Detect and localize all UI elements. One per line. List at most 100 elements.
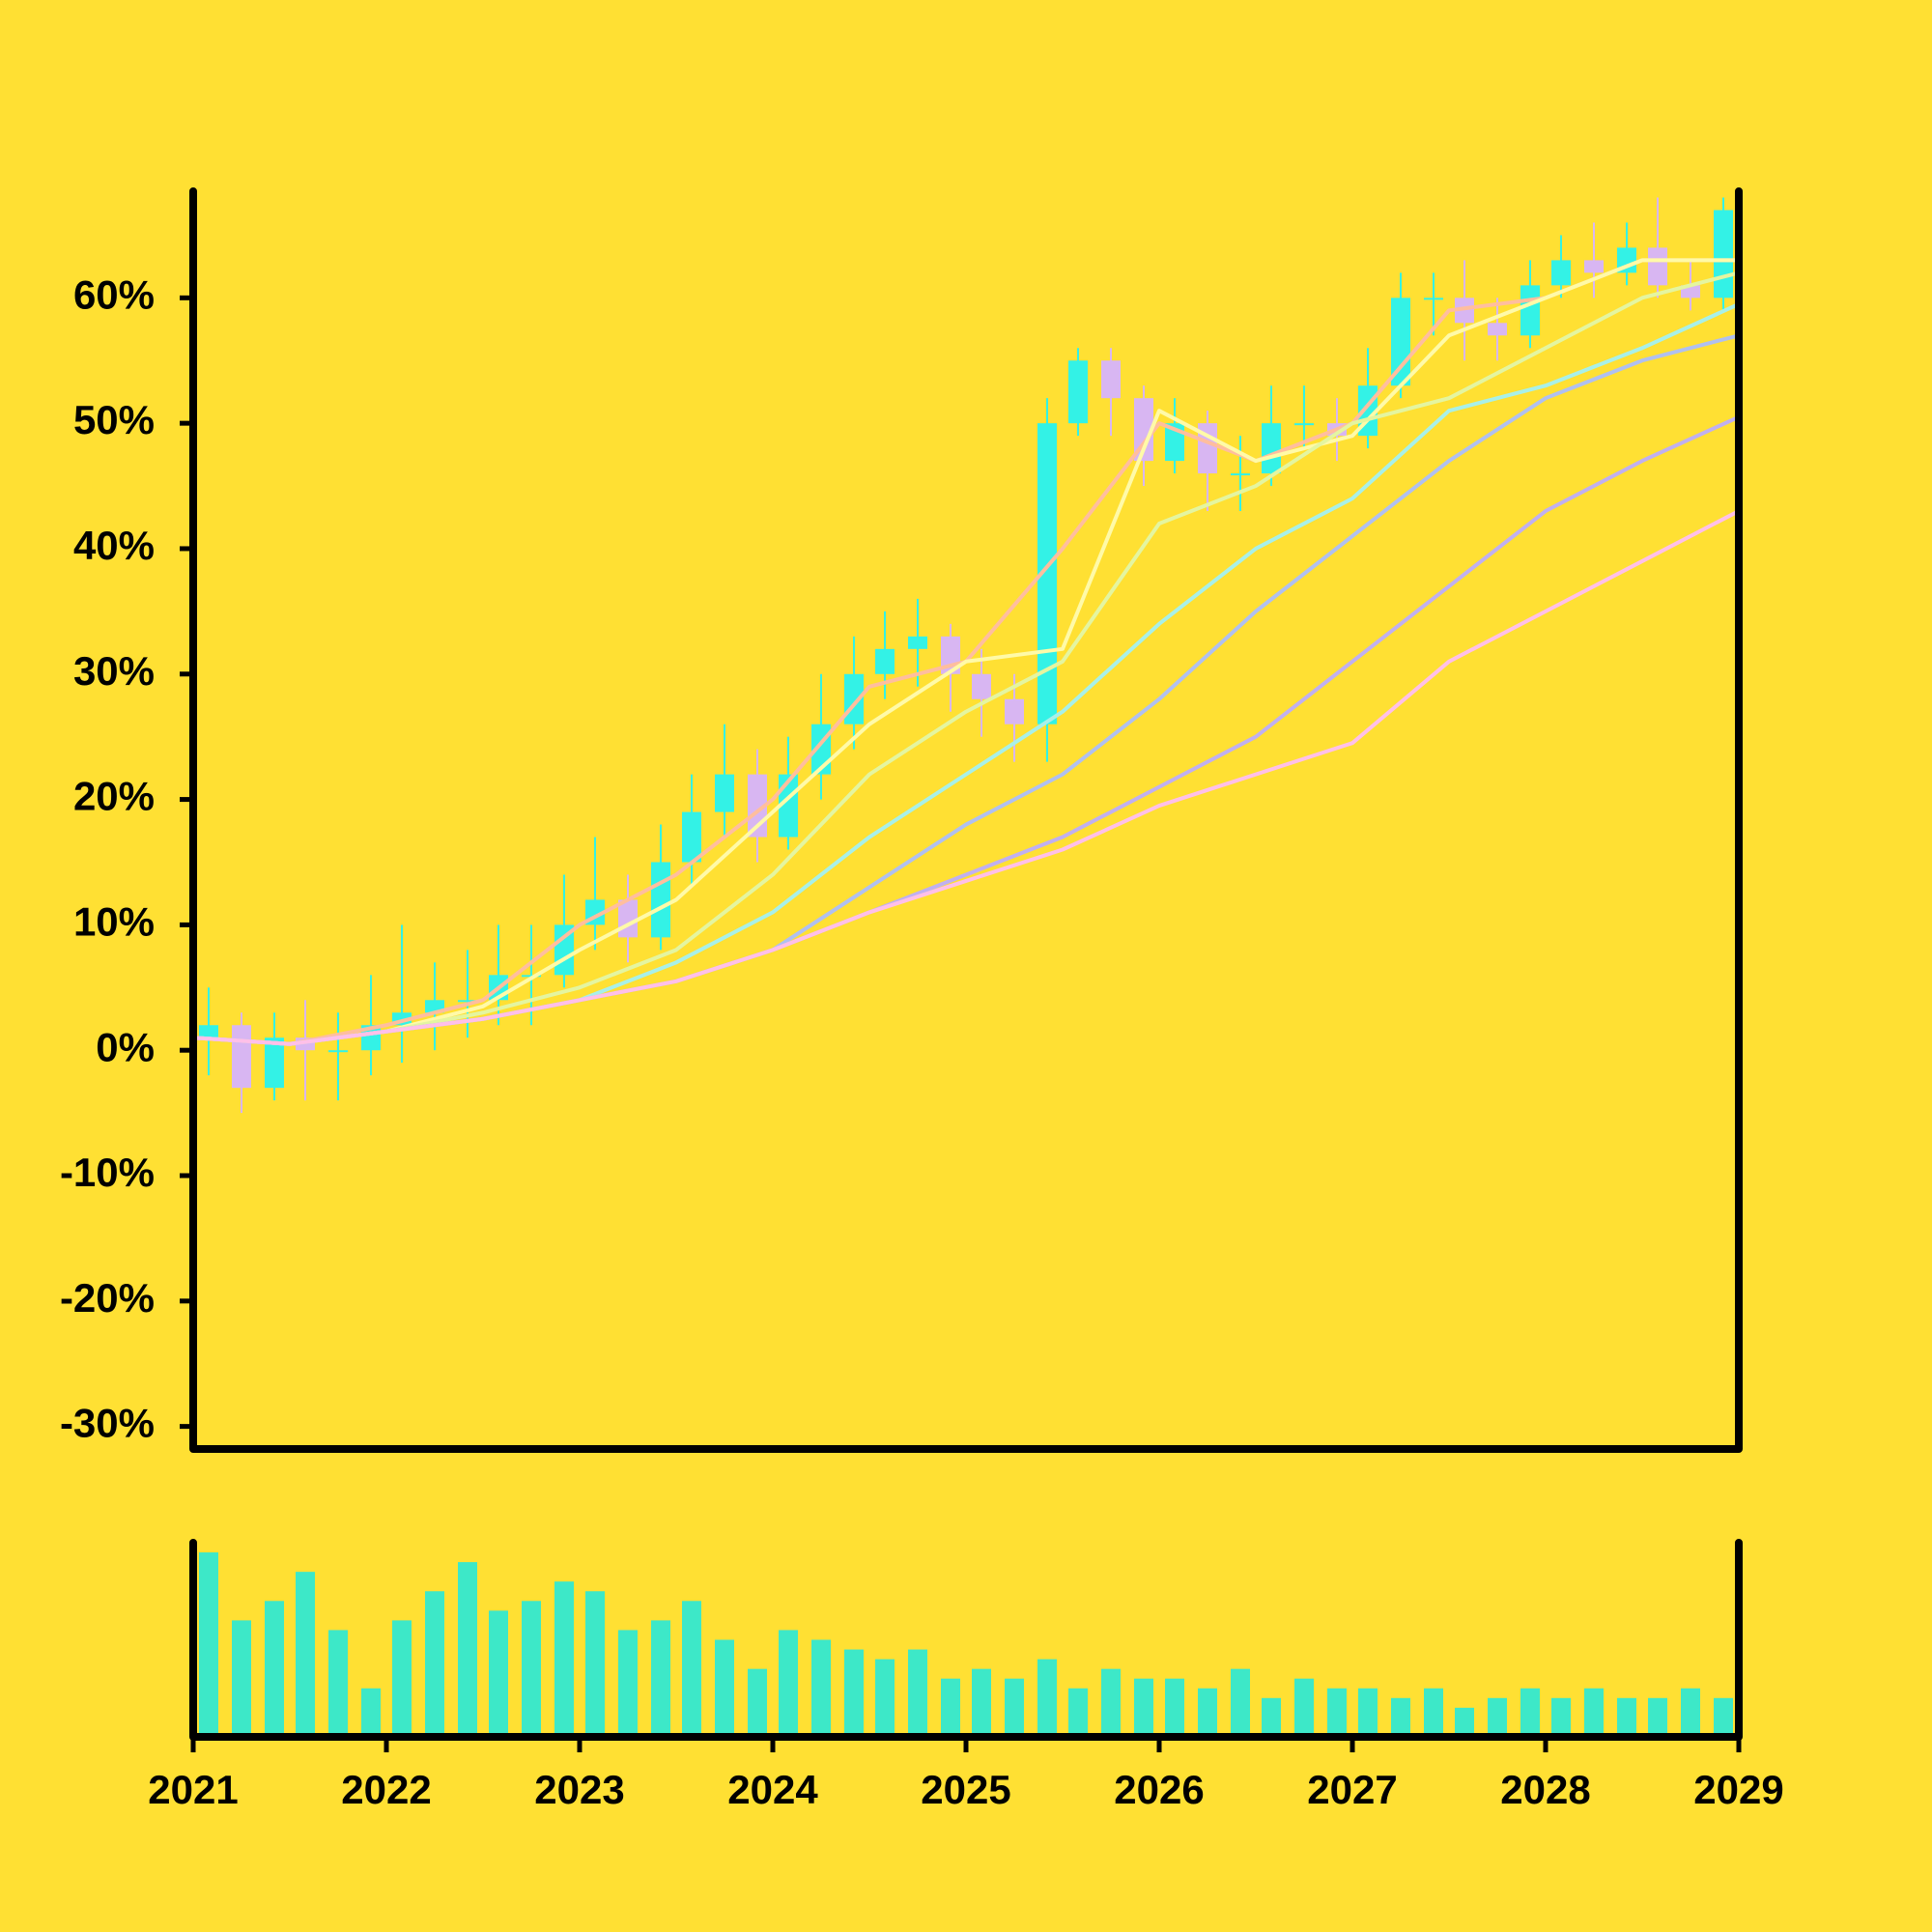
x-tick-label: 2025 [921, 1767, 1010, 1812]
candle-body [328, 1050, 348, 1053]
y-tick-label: -20% [60, 1275, 155, 1321]
volume-bar [715, 1639, 734, 1737]
moving-average-line [192, 258, 1739, 1046]
candle-body [1584, 260, 1604, 273]
volume-bar [1714, 1697, 1733, 1737]
y-tick-label: 10% [73, 898, 155, 944]
volume-bar [296, 1572, 315, 1737]
candle-body [779, 774, 798, 838]
moving-average-line [192, 333, 1740, 1046]
volume-bar [199, 1552, 218, 1737]
candle-body [1424, 298, 1443, 300]
volume-bar [972, 1668, 991, 1737]
x-tick-label: 2022 [341, 1767, 431, 1812]
volume-bar [1294, 1678, 1314, 1737]
volume-bar [361, 1688, 381, 1737]
volume-bar [1551, 1697, 1571, 1737]
candle-body [682, 811, 701, 863]
y-tick-label: 30% [73, 648, 155, 694]
volume-bar [844, 1649, 864, 1737]
volume-bar [1068, 1688, 1088, 1737]
volume-bar [1424, 1688, 1443, 1737]
volume-bar [328, 1630, 348, 1737]
volume-bar [1648, 1697, 1667, 1737]
volume-bar [392, 1620, 412, 1737]
volume-bar [941, 1678, 960, 1737]
volume-bar [908, 1649, 927, 1737]
volume-bar [554, 1581, 574, 1737]
candle-body [199, 1025, 218, 1038]
candle-body [908, 636, 927, 649]
candle-body [1198, 423, 1217, 474]
volume-bar [875, 1659, 895, 1737]
volume-bar [1134, 1678, 1153, 1737]
candle-body [875, 648, 895, 674]
volume-bar [1391, 1697, 1410, 1737]
y-tick-label: 40% [73, 523, 155, 568]
moving-average-line [192, 302, 1740, 1046]
candle-body [715, 774, 734, 812]
candle-body [232, 1025, 251, 1089]
candle-body [1294, 423, 1314, 426]
y-tick-label: 60% [73, 271, 155, 317]
y-tick-label: 0% [96, 1024, 155, 1069]
candle-body [1231, 473, 1250, 476]
candle-body [1101, 360, 1121, 399]
volume-bar [618, 1630, 638, 1737]
x-tick-label: 2028 [1500, 1767, 1590, 1812]
volume-bar [1037, 1659, 1057, 1737]
candle-body [1648, 247, 1667, 286]
candle-body [1551, 260, 1571, 286]
volume-bar [489, 1610, 508, 1737]
volume-bar [1198, 1688, 1217, 1737]
volume-bar [458, 1562, 477, 1737]
y-tick-label: -10% [60, 1150, 155, 1195]
volume-bar [811, 1639, 831, 1737]
candle-body [1068, 360, 1088, 424]
volume-bar [651, 1620, 670, 1737]
volume-bar [1327, 1688, 1347, 1737]
candle-body [1005, 698, 1024, 724]
volume-bar [232, 1620, 251, 1737]
volume-bar [1101, 1668, 1121, 1737]
candle-body [458, 1000, 477, 1003]
volume-bar [1520, 1688, 1540, 1737]
volume-bar [1455, 1707, 1474, 1737]
volume-bar [1488, 1697, 1507, 1737]
volume-bar [425, 1591, 444, 1737]
axis-frame [189, 187, 1743, 1453]
volume-bar [1617, 1697, 1636, 1737]
volume-bar [1005, 1678, 1024, 1737]
moving-average-line [192, 414, 1740, 1046]
moving-average-line [192, 270, 1740, 1046]
candle-body [1714, 210, 1733, 298]
candle-body [1262, 423, 1281, 474]
candle-body [1488, 323, 1507, 336]
volume-bar [522, 1601, 541, 1737]
volume-bar [682, 1601, 701, 1737]
candle-body [1134, 398, 1153, 462]
volume-bar [1584, 1688, 1604, 1737]
volume-bar [1681, 1688, 1700, 1737]
volume-bar [748, 1668, 767, 1737]
y-tick-label: -30% [60, 1401, 155, 1446]
y-tick-label: 50% [73, 397, 155, 442]
candle-body [1520, 285, 1540, 336]
volume-bar [585, 1591, 605, 1737]
x-tick-label: 2021 [148, 1767, 238, 1812]
candle-body [265, 1037, 284, 1089]
candle-body [1455, 298, 1474, 324]
volume-bar [779, 1630, 798, 1737]
x-tick-label: 2023 [534, 1767, 624, 1812]
volume-bar [1165, 1678, 1184, 1737]
y-tick-label: 20% [73, 774, 155, 819]
volume-bar [1262, 1697, 1281, 1737]
x-tick-label: 2027 [1307, 1767, 1397, 1812]
x-tick-label: 2024 [727, 1767, 818, 1812]
x-tick-label: 2029 [1693, 1767, 1783, 1812]
x-tick-label: 2026 [1114, 1767, 1204, 1812]
candle-body [972, 673, 991, 699]
moving-average-line [192, 258, 1739, 1046]
